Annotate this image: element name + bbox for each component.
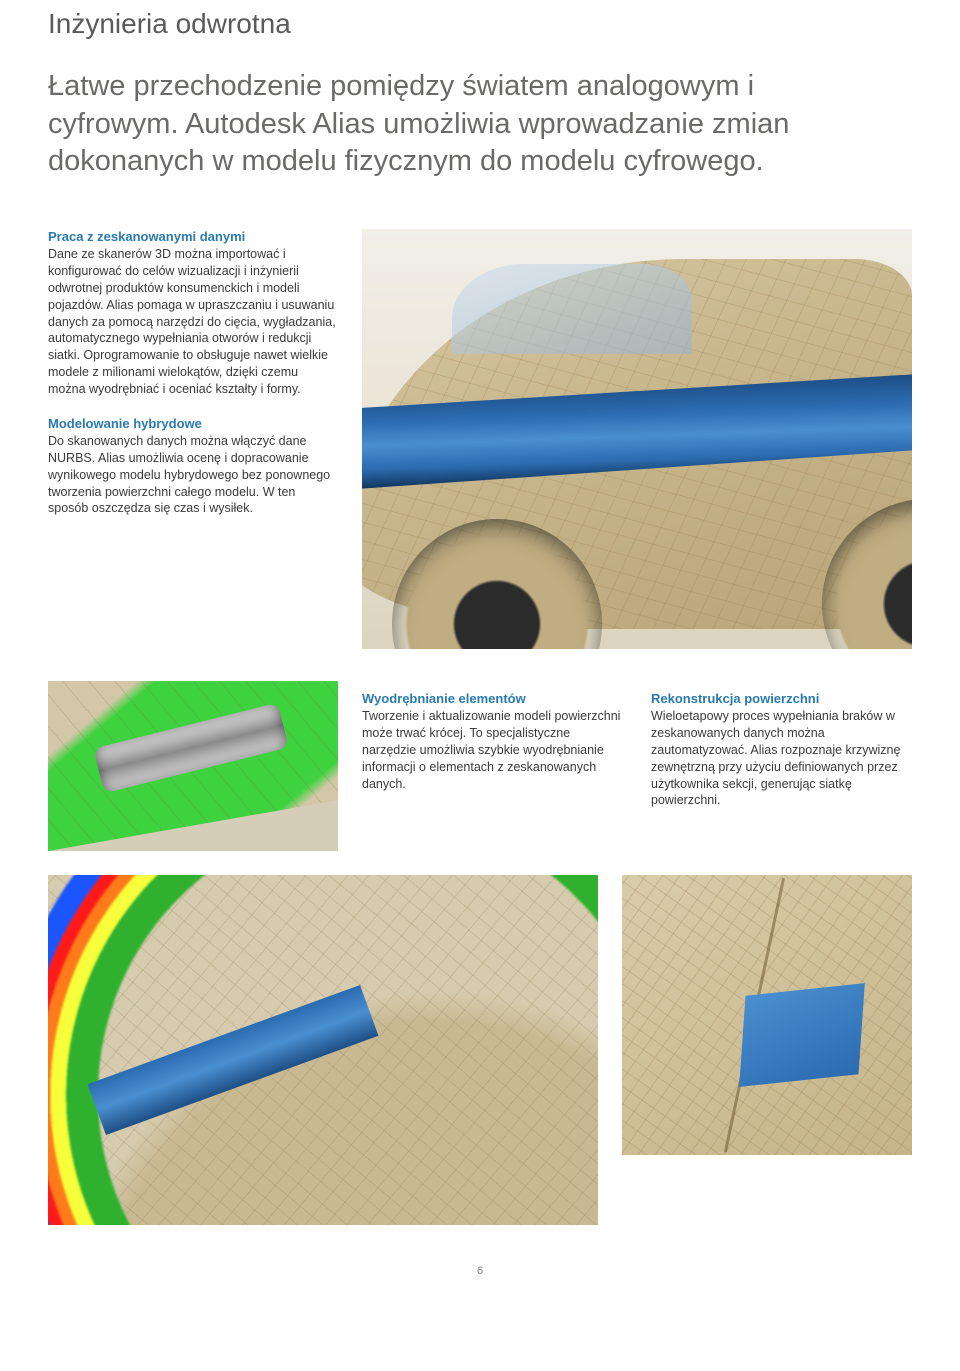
- surface-reconstruction-image: [622, 875, 912, 1155]
- patch-blue-fill: [739, 983, 865, 1087]
- left-text-column: Praca z zeskanowanymi danymi Dane ze ska…: [48, 229, 338, 649]
- reconstruct-body: Wieloetapowy proces wypełniania braków w…: [651, 708, 912, 809]
- extract-body: Tworzenie i aktualizowanie modeli powier…: [362, 708, 623, 792]
- extract-title: Wyodrębnianie elementów: [362, 691, 623, 706]
- scanned-body: Dane ze skanerów 3D można importować i k…: [48, 246, 338, 398]
- car-scan-image: [362, 229, 912, 649]
- headline: Łatwe przechodzenie pomiędzy światem ana…: [48, 68, 828, 181]
- page: Inżynieria odwrotna Łatwe przechodzenie …: [0, 0, 960, 1317]
- car-window: [452, 264, 692, 354]
- feature-extract-image: [48, 681, 338, 851]
- reconstruct-title: Rekonstrukcja powierzchni: [651, 691, 912, 706]
- hybrid-body: Do skanowanych danych można włączyć dane…: [48, 433, 338, 517]
- section-title: Inżynieria odwrotna: [48, 0, 912, 40]
- row-1: Praca z zeskanowanymi danymi Dane ze ska…: [48, 229, 912, 649]
- row-3: [48, 875, 912, 1225]
- row-2: Wyodrębnianie elementów Tworzenie i aktu…: [48, 681, 912, 851]
- hybrid-title: Modelowanie hybrydowe: [48, 416, 338, 431]
- curvature-analysis-image: [48, 875, 598, 1225]
- page-number: 6: [48, 1265, 912, 1277]
- scanned-title: Praca z zeskanowanymi danymi: [48, 229, 338, 244]
- row-2-text: Wyodrębnianie elementów Tworzenie i aktu…: [362, 681, 912, 827]
